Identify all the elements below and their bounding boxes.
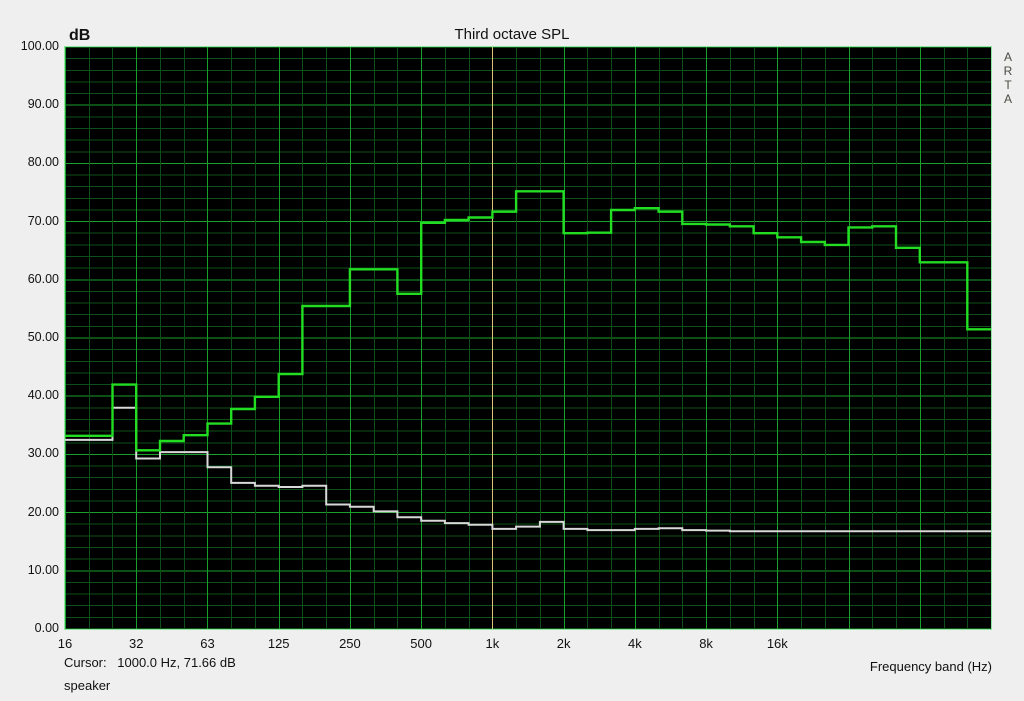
grid-lines <box>65 47 991 629</box>
y-tick-20-00: 20.00 <box>27 504 59 519</box>
y-tick-90-00: 90.00 <box>27 97 59 112</box>
spl-plot-canvas[interactable] <box>64 46 992 630</box>
y-tick-80-00: 80.00 <box>27 155 59 170</box>
x-tick-125: 125 <box>267 636 290 651</box>
y-tick-10-00: 10.00 <box>27 562 59 577</box>
x-tick-4k: 4k <box>627 636 642 651</box>
y-tick-40-00: 40.00 <box>27 388 59 403</box>
x-tick-2k: 2k <box>556 636 571 651</box>
page-title: Third octave SPL <box>454 26 570 43</box>
trace-reference <box>65 406 991 533</box>
cursor-readout: Cursor: 1000.0 Hz, 71.66 dB <box>64 655 236 670</box>
arta-watermark: A R T A <box>999 50 1017 106</box>
y-tick-0-00: 0.00 <box>34 621 59 635</box>
trace-speaker <box>65 190 991 452</box>
x-tick-8k: 8k <box>699 636 713 651</box>
x-tick-16k: 16k <box>766 636 788 651</box>
watermark-letter-1: A <box>1003 50 1012 64</box>
x-tick-1k: 1k <box>485 636 500 651</box>
x-tick-250: 250 <box>339 636 361 651</box>
y-tick-50-00: 50.00 <box>27 330 59 344</box>
y-tick-70-00: 70.00 <box>27 213 59 228</box>
cursor-label: Cursor: <box>64 655 107 670</box>
y-tick-30-00: 30.00 <box>27 446 59 461</box>
y-tick-100-00: 100.00 <box>20 39 59 53</box>
x-axis-title: Frequency band (Hz) <box>869 659 992 674</box>
y-axis-unit-label: dB <box>69 27 91 44</box>
y-tick-60-00: 60.00 <box>27 271 59 286</box>
watermark-letter-3: T <box>1004 78 1012 92</box>
watermark-letter-2: R <box>1003 64 1013 78</box>
x-tick-16: 16 <box>57 636 73 651</box>
x-tick-63: 63 <box>200 636 215 651</box>
series-name-label: speaker <box>64 678 111 693</box>
watermark-letter-4: A <box>1003 92 1012 106</box>
cursor-value: 1000.0 Hz, 71.66 dB <box>117 655 236 670</box>
spl-plot-svg <box>65 47 991 629</box>
x-tick-32: 32 <box>128 636 144 651</box>
x-tick-500: 500 <box>410 636 432 651</box>
